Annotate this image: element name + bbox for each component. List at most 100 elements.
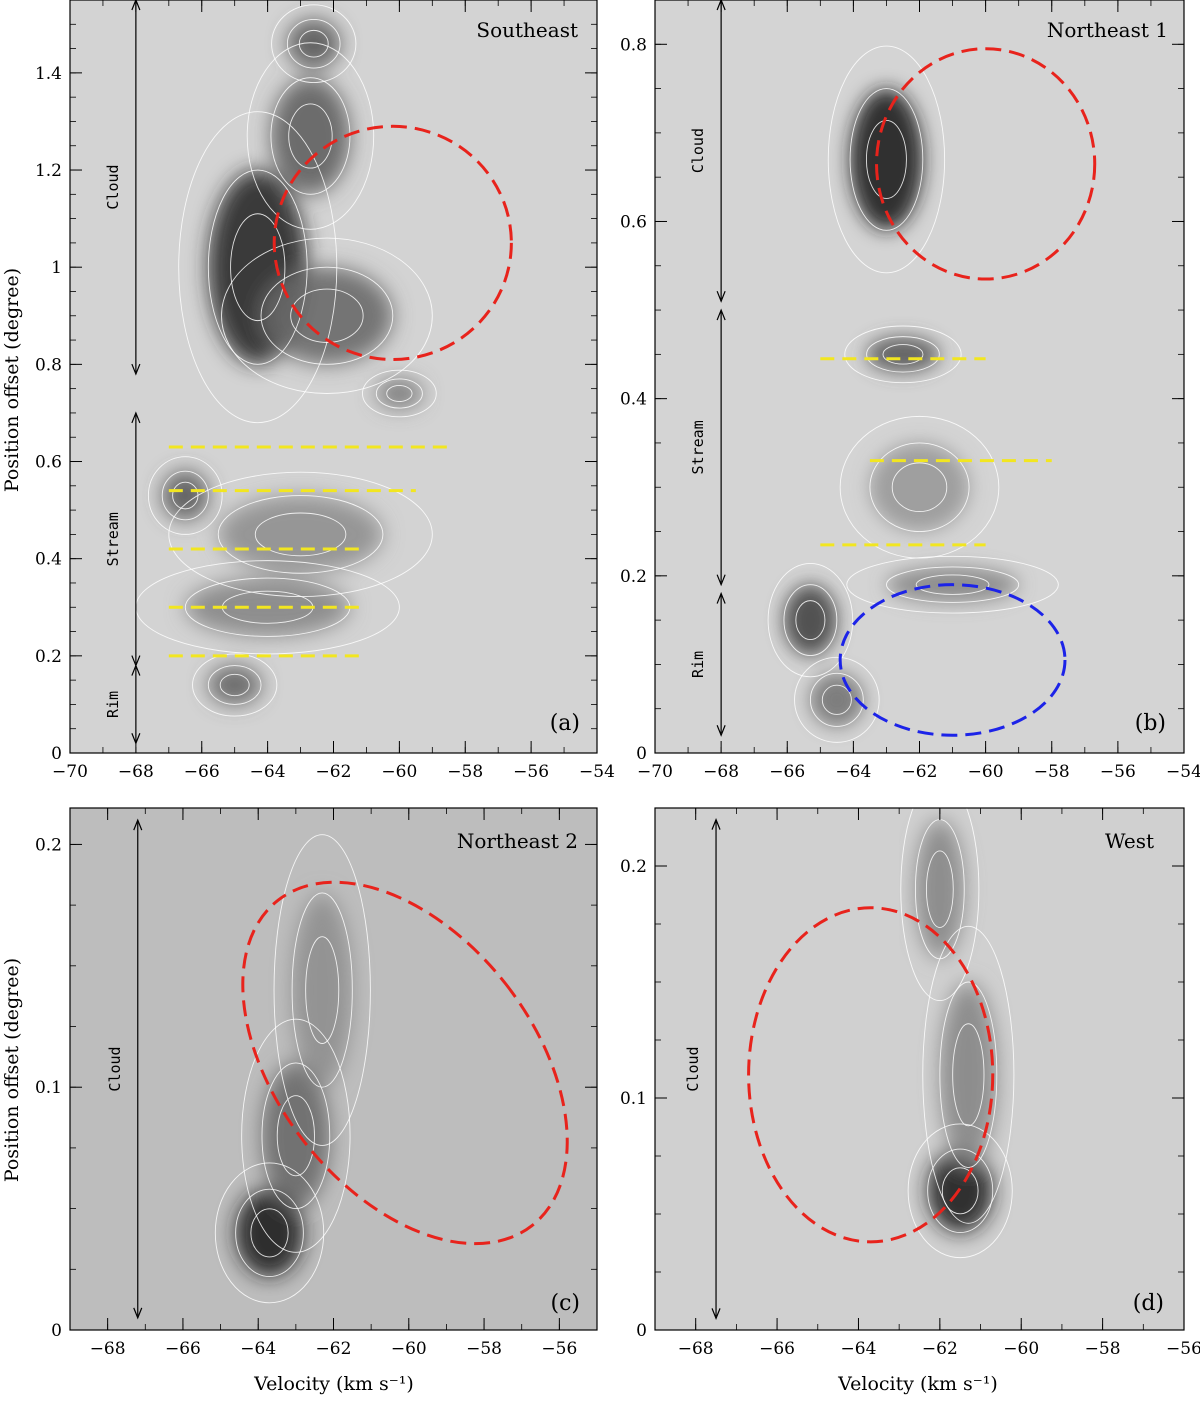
y-tick-label: 0.4 [620, 390, 647, 410]
emission-peak [869, 442, 970, 532]
region-arrowhead [716, 591, 726, 604]
contour-line [178, 111, 338, 424]
region-label: Rim [689, 651, 707, 678]
region-label: Cloud [106, 1046, 124, 1091]
contour-line [230, 213, 286, 322]
dashed-ellipse [241, 880, 569, 1246]
y-tick-label: 0.2 [620, 567, 647, 587]
contour-line [250, 1208, 289, 1258]
y-tick-label: 0.6 [35, 453, 62, 473]
contour-line [168, 471, 433, 598]
panel-a-title: Southeast [476, 18, 578, 42]
panel-c: Cloud −68 −66 −64 −62 −60 −58 −56 0 0.1 0.2 North… [1, 807, 598, 1395]
region-label: Rim [104, 691, 122, 718]
x-tick-label: −66 [769, 762, 805, 782]
contour-line [827, 45, 946, 274]
x-tick-label: −68 [678, 1339, 714, 1359]
emission-peak [915, 819, 965, 959]
x-tick-label: −56 [1166, 1339, 1200, 1359]
emission-peak [376, 378, 423, 409]
contour-line [219, 673, 250, 697]
contour-line [866, 336, 940, 373]
panel-d-axes: −68 −66 −64 −62 −60 −58 −56 0 0.1 0.2 [620, 807, 1200, 1359]
panel-a-axes: −70 −68 −66 −64 −62 −60 −58 −56 −54 0 0.2 0.4 0.6 0.8… [35, 0, 615, 782]
x-tick-label: −64 [240, 1339, 276, 1359]
region-arrowhead [711, 1308, 721, 1321]
panel-c-ylabel: Position offset (degree) [1, 958, 23, 1182]
contour-line [849, 88, 924, 231]
x-tick-label: −56 [513, 762, 549, 782]
contour-line [952, 1023, 985, 1127]
x-tick-label: −62 [922, 1339, 958, 1359]
y-tick-label: 1.4 [35, 64, 62, 84]
contour-line [844, 325, 962, 384]
panel-c-letter: (c) [551, 1291, 581, 1316]
emission-peak [850, 88, 923, 231]
panel-d-xlabel: Velocity (km s⁻¹) [837, 1373, 998, 1395]
emission-peak [261, 267, 393, 365]
contour-line [941, 1167, 979, 1215]
contour-line [276, 1095, 315, 1177]
dashed-ellipse [272, 124, 513, 361]
contour-line [821, 684, 852, 715]
region-arrowhead [133, 1307, 143, 1320]
panel-c-overlays: Cloud [106, 818, 569, 1320]
y-tick-label: 0.8 [620, 35, 647, 55]
contour-line [891, 462, 948, 513]
emission-peak [218, 495, 383, 574]
x-tick-label: −58 [447, 762, 483, 782]
contour-line [922, 925, 1015, 1224]
emission-peak [810, 673, 864, 727]
y-tick-label: 0.2 [35, 835, 62, 855]
x-tick-label: −68 [118, 762, 154, 782]
y-tick-label: 1 [51, 258, 62, 278]
contour-line [900, 808, 980, 1001]
contour-line [221, 237, 433, 394]
y-tick-label: 0 [51, 744, 62, 764]
contour-line [882, 344, 924, 365]
contour-line [290, 288, 364, 343]
y-tick-label: 1.2 [35, 161, 62, 181]
contour-line [261, 1062, 331, 1210]
x-tick-label: −58 [466, 1339, 502, 1359]
contour-line [839, 415, 1000, 559]
contour-line [939, 981, 998, 1169]
region-arrowhead [716, 290, 726, 303]
region-arrowhead [716, 725, 726, 737]
region-label: Cloud [104, 164, 122, 209]
x-tick-label: −66 [165, 1339, 201, 1359]
y-tick-label: 0.4 [35, 550, 62, 570]
region-arrowhead [716, 574, 726, 587]
x-tick-label: −54 [1166, 762, 1200, 782]
y-tick-label: 0.6 [620, 212, 647, 232]
x-tick-label: −60 [1003, 1339, 1039, 1359]
y-tick-label: 0.1 [620, 1089, 647, 1109]
x-tick-label: −56 [541, 1339, 577, 1359]
contour-line [260, 266, 394, 365]
panel-a-overlays: Cloud Stream Rim [104, 0, 513, 745]
contour-line [794, 656, 880, 743]
panel-b-letter: (b) [1135, 711, 1166, 736]
contour-line [273, 834, 371, 1146]
region-arrowhead [716, 0, 726, 11]
contour-line [161, 470, 209, 521]
emission-peak [866, 336, 940, 373]
contour-line [846, 555, 1059, 614]
panel-c-emission [235, 892, 353, 1277]
y-tick-label: 0.2 [620, 857, 647, 877]
contour-line [925, 850, 954, 928]
contour-line [207, 169, 308, 365]
contour-line [809, 672, 864, 727]
contour-line [915, 574, 990, 595]
dashed-ellipse [747, 906, 995, 1244]
x-tick-label: −68 [90, 1339, 126, 1359]
contour-line [192, 653, 278, 717]
dashed-ellipse [838, 583, 1067, 737]
panel-d-letter: (d) [1133, 1291, 1164, 1316]
x-tick-label: −62 [902, 762, 938, 782]
contour-line [270, 77, 351, 195]
x-tick-label: −58 [1085, 1339, 1121, 1359]
panel-c-xlabel: Velocity (km s⁻¹) [253, 1373, 414, 1395]
